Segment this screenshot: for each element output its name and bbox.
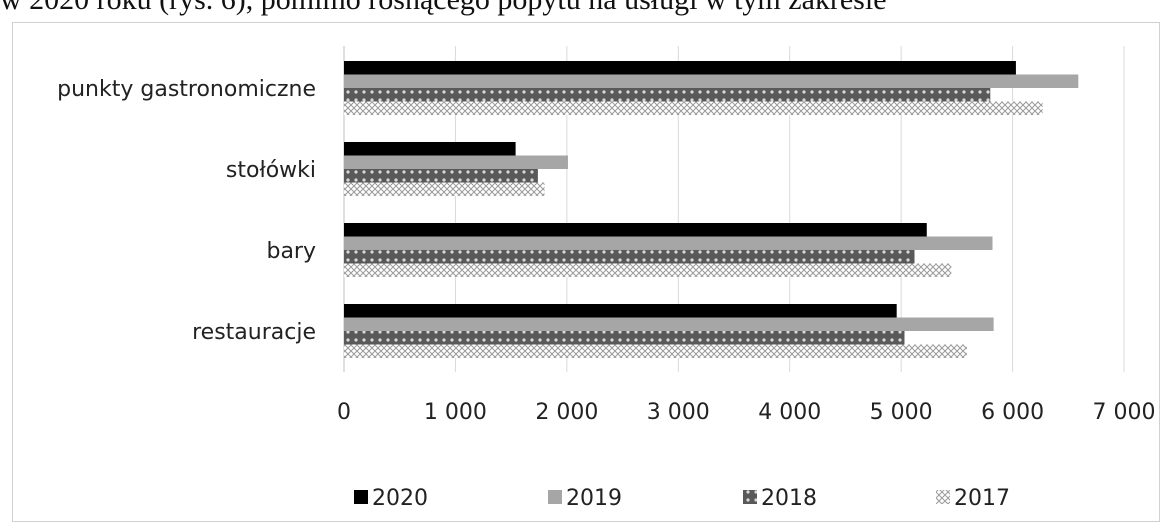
x-tick-label: 4 000	[758, 400, 821, 425]
category-label: restauracje	[192, 320, 316, 345]
legend-label-2017: 2017	[954, 486, 1010, 511]
x-tick-label: 3 000	[647, 400, 710, 425]
bar-2017-2	[344, 263, 952, 277]
legend-swatch-2019	[548, 490, 562, 504]
x-tick-labels: 0 1 000 2 000 3 000 4 000 5 000 6 000 7 000	[337, 400, 1155, 425]
bar-2019-3	[344, 317, 994, 331]
legend-swatch-2020	[354, 490, 368, 504]
bar-2018-0	[344, 88, 991, 102]
bar-2018-2	[344, 250, 915, 264]
bar-2018-1	[344, 169, 538, 183]
category-labels: punkty gastronomiczne stołówki bary restaur…	[57, 77, 316, 345]
x-tick-label: 6 000	[981, 400, 1044, 425]
bar-2020-0	[344, 61, 1016, 75]
legend-label-2019: 2019	[566, 486, 622, 511]
legend-label-2020: 2020	[372, 486, 428, 511]
bar-2020-2	[344, 223, 927, 237]
bars-group	[344, 61, 1079, 358]
category-label: bary	[266, 239, 316, 264]
bar-2017-3	[344, 344, 967, 358]
bar-2019-0	[344, 74, 1079, 88]
legend: 2020 2019 2018 2017	[354, 486, 1010, 511]
x-tick-label: 1 000	[424, 400, 487, 425]
legend-swatch-2017	[936, 490, 950, 504]
category-label: stołówki	[226, 158, 316, 183]
legend-swatch-2018	[743, 490, 757, 504]
bar-2017-1	[344, 182, 545, 196]
bar-2020-3	[344, 304, 897, 318]
x-tick-label: 5 000	[870, 400, 933, 425]
bar-2017-0	[344, 101, 1043, 115]
x-tick-label: 2 000	[535, 400, 598, 425]
category-label: punkty gastronomiczne	[57, 77, 316, 102]
bar-2019-2	[344, 236, 993, 250]
x-tick-label: 7 000	[1093, 400, 1156, 425]
caption-text: w 2020 roku (rys. 6), pomimo rosnącego p…	[0, 0, 1166, 20]
x-tick-label: 0	[337, 400, 351, 425]
legend-label-2018: 2018	[761, 486, 817, 511]
bar-2018-3	[344, 331, 905, 345]
bar-2019-1	[344, 155, 568, 169]
bar-2020-1	[344, 142, 516, 156]
